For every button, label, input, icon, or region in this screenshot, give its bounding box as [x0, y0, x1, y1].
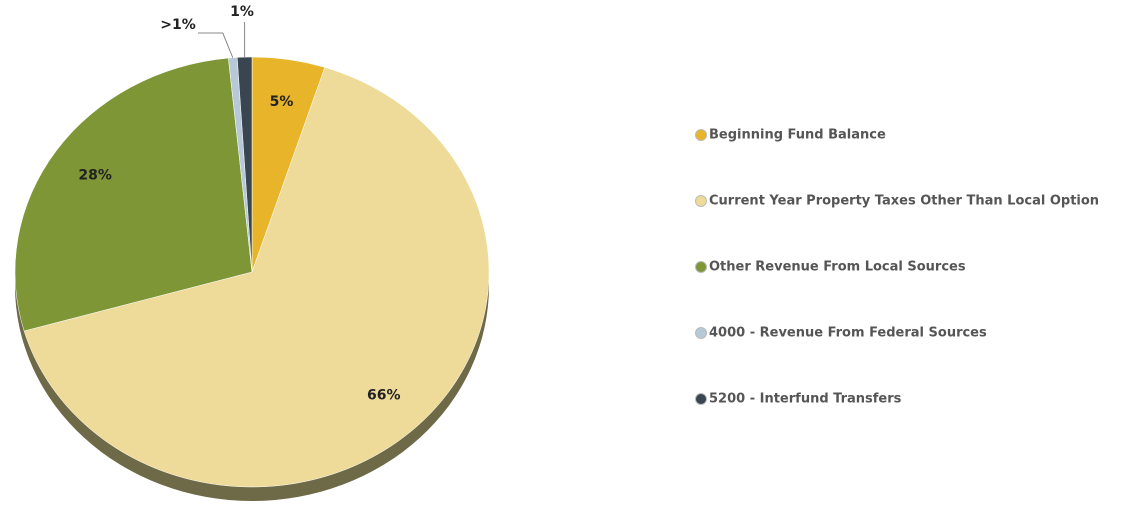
- legend-marker: [695, 261, 707, 273]
- legend-label: Current Year Property Taxes Other Than L…: [709, 194, 1099, 209]
- slice-label: 1%: [230, 4, 254, 20]
- legend-marker: [695, 327, 707, 339]
- pie-slice: [23, 67, 490, 488]
- legend-marker: [695, 393, 707, 405]
- slice-label: >1%: [160, 17, 196, 33]
- legend-marker: [695, 129, 707, 141]
- slice-label: 28%: [78, 167, 112, 183]
- pie-slice: [14, 57, 253, 332]
- legend-label: Other Revenue From Local Sources: [709, 260, 966, 275]
- legend-label: 5200 - Interfund Transfers: [709, 392, 902, 407]
- leader-line: [198, 32, 234, 58]
- legend-label: 4000 - Revenue From Federal Sources: [709, 326, 987, 341]
- legend-label: Beginning Fund Balance: [709, 128, 886, 143]
- legend-marker: [695, 195, 707, 207]
- slice-label: 66%: [367, 388, 401, 404]
- slice-label: 5%: [270, 94, 294, 110]
